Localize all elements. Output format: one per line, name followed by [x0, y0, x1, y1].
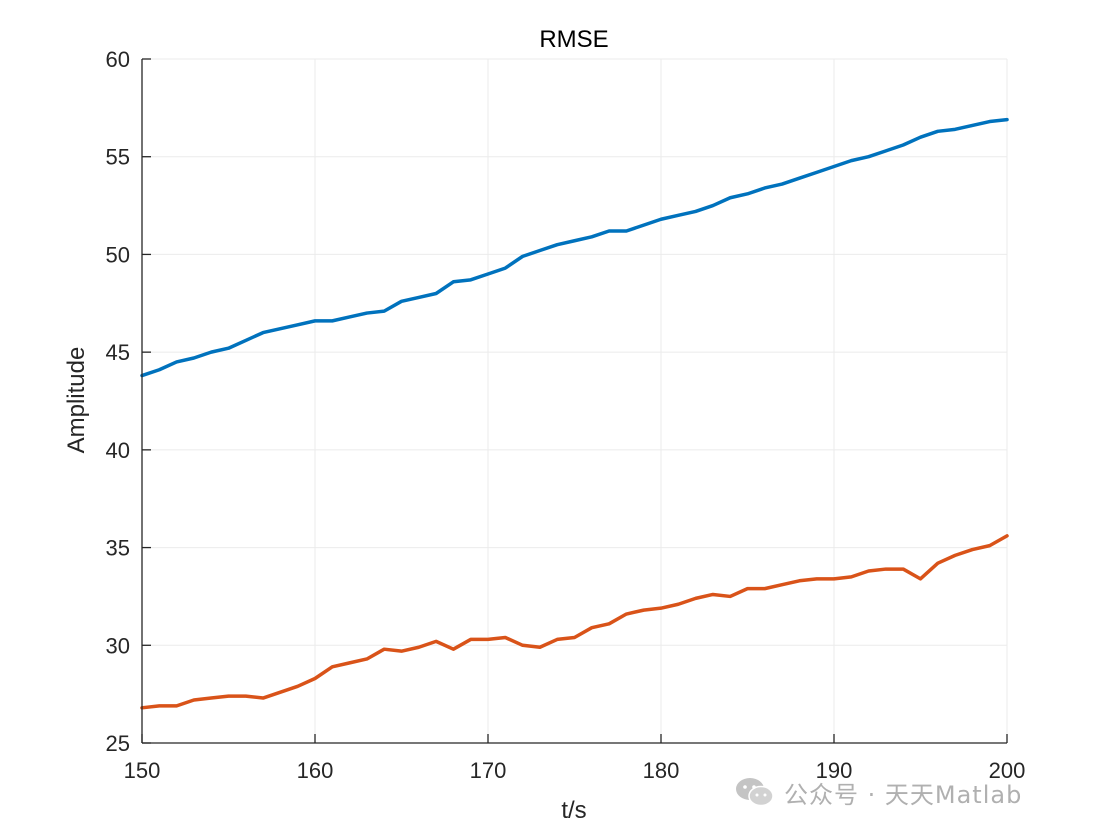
x-tick-label: 160: [297, 758, 334, 783]
series-line-2: [140, 534, 1009, 710]
x-tick-label: 150: [124, 758, 161, 783]
wechat-icon: [736, 778, 774, 807]
y-tick-label: 50: [106, 242, 130, 267]
y-tick-label: 40: [106, 438, 130, 463]
y-tick-label: 55: [106, 145, 130, 170]
tick-marks: [141, 58, 1008, 744]
x-tick-label: 170: [470, 758, 507, 783]
series-lines: [140, 117, 1009, 710]
y-tick-label: 25: [106, 731, 130, 756]
y-tick-labels: 25 30 35 40 45 50 55 60: [106, 47, 130, 756]
x-tick-label: 190: [816, 758, 853, 783]
watermark-text: 公众号 · 天天Matlab: [784, 780, 1023, 809]
y-axis-label: Amplitude: [63, 347, 90, 454]
y-tick-label: 35: [106, 536, 130, 561]
x-tick-labels: 150 160 170 180 190 200: [124, 758, 1026, 783]
axes: [141, 59, 1007, 744]
x-axis-label: t/s: [561, 797, 586, 824]
x-tick-label: 180: [643, 758, 680, 783]
x-tick-label: 200: [989, 758, 1026, 783]
chart-title: RMSE: [539, 26, 608, 53]
grid: [141, 58, 1008, 744]
series-line-1: [140, 117, 1009, 378]
watermark: 公众号 · 天天Matlab: [734, 772, 1022, 812]
y-tick-label: 45: [106, 340, 130, 365]
y-tick-label: 60: [106, 47, 130, 72]
y-tick-label: 30: [106, 633, 130, 658]
